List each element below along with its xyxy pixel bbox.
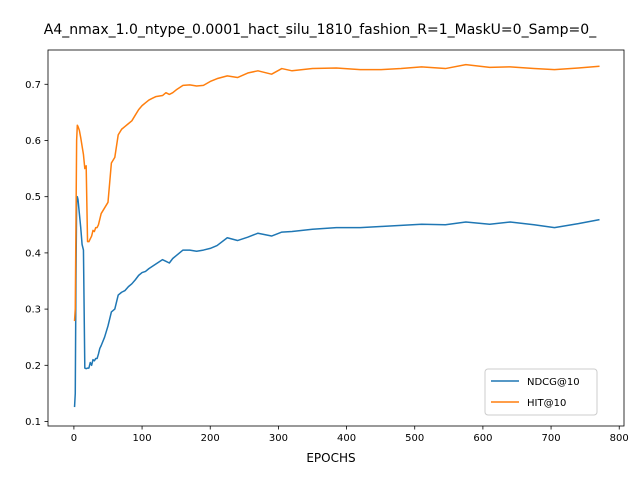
series-line-ndcg-10 xyxy=(73,195,600,408)
x-tick-label: 800 xyxy=(610,433,629,444)
y-tick-label: 0.2 xyxy=(25,361,41,372)
x-tick-label: 500 xyxy=(405,433,424,444)
x-tick-label: 700 xyxy=(542,433,561,444)
legend-label: HIT@10 xyxy=(527,398,566,409)
plot-area xyxy=(48,50,624,426)
y-tick-label: 0.5 xyxy=(25,192,41,203)
chart-title: A4_nmax_1.0_ntype_0.0001_hact_silu_1810_… xyxy=(44,22,597,38)
y-tick-label: 0.7 xyxy=(25,80,41,91)
legend: NDCG@10 HIT@10 xyxy=(484,368,598,416)
y-axis-ticks: 0.1 0.2 0.3 0.4 0.5 0.6 0.7 xyxy=(25,80,48,428)
x-axis-label: EPOCHS xyxy=(306,451,355,465)
x-tick-label: 100 xyxy=(133,433,152,444)
y-tick-label: 0.1 xyxy=(25,417,41,428)
y-tick-label: 0.3 xyxy=(25,305,41,316)
legend-label: NDCG@10 xyxy=(527,377,580,388)
series-line-hit-10 xyxy=(73,63,600,322)
series-layer xyxy=(73,63,600,408)
y-tick-label: 0.6 xyxy=(25,136,41,147)
y-tick-label: 0.4 xyxy=(25,248,41,259)
x-tick-label: 300 xyxy=(269,433,288,444)
x-tick-label: 0 xyxy=(71,433,77,444)
x-axis-ticks: 0 100 200 300 400 500 600 700 800 xyxy=(71,426,629,444)
x-tick-label: 200 xyxy=(201,433,220,444)
x-tick-label: 600 xyxy=(473,433,492,444)
plot-frame xyxy=(47,49,625,427)
x-tick-label: 400 xyxy=(337,433,356,444)
